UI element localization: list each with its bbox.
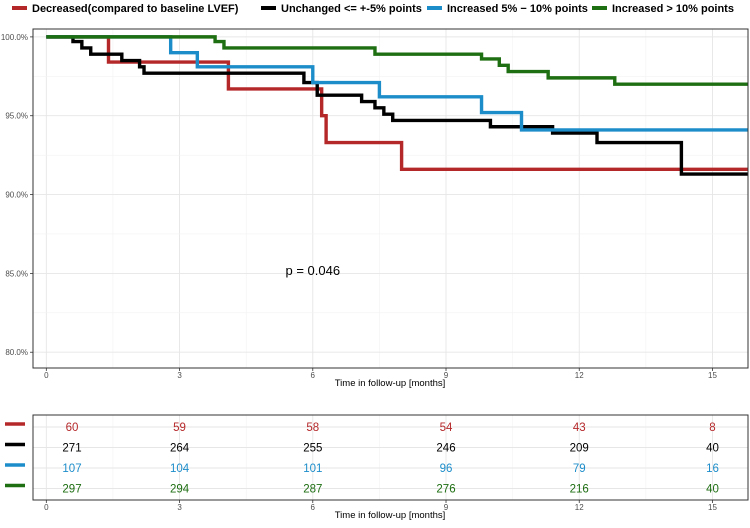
x-tick-label: 6 [311,371,316,380]
risk-cell: 297 [62,484,81,496]
main-x-axis-title: Time in follow-up [months] [335,378,446,389]
risk-cell: 209 [570,443,589,455]
risk-x-tick-label: 3 [177,503,182,512]
risk-cell: 216 [570,484,589,496]
km-curve-series-4 [46,35,748,86]
risk-cell: 16 [706,463,719,475]
km-curve-series-1 [46,35,748,172]
risk-cell: 59 [173,422,186,434]
risk-x-tick-label: 15 [708,503,717,512]
risk-cell: 54 [440,422,453,434]
risk-cell: 287 [303,484,322,496]
km-plot: 80.0% 85.0% 90.0% 95.0% 100.0% 0 3 6 9 12 15 Time… [1,28,749,389]
y-tick-label: 95.0% [5,112,28,121]
risk-x-axis: 0 3 6 9 12 15 [44,500,717,512]
x-tick-label: 12 [575,371,584,380]
risk-cell: 40 [706,443,719,455]
risk-cell: 294 [170,484,190,496]
risk-cell: 255 [303,443,322,455]
legend-label-increased-5-10: Increased 5% − 10% points [447,3,588,15]
risk-cell: 271 [62,443,81,455]
x-tick-label: 3 [177,371,182,380]
main-panel-border [32,28,749,369]
risk-panel-border [32,414,749,501]
y-tick-label: 85.0% [5,269,28,278]
km-curve-series-2 [46,35,748,176]
y-tick-label: 80.0% [5,348,28,357]
risk-x-tick-label: 6 [311,503,316,512]
risk-cell: 8 [709,422,715,434]
risk-cells: 60 59 58 54 43 8 271 264 255 246 209 40 107 104 101 96 7… [62,422,718,496]
main-y-axis: 80.0% 85.0% 90.0% 95.0% 100.0% [1,33,33,357]
risk-cell: 104 [170,463,190,475]
risk-cell: 101 [303,463,322,475]
risk-row-swatches [5,422,25,488]
risk-x-tick-label: 12 [575,503,584,512]
legend: Decreased(compared to baseline LVEF) Unc… [12,3,734,15]
risk-cell: 58 [306,422,319,434]
risk-cell: 96 [440,463,453,475]
p-value-annotation: p = 0.046 [285,263,340,278]
risk-gridlines [33,415,748,500]
main-x-axis: 0 3 6 9 12 15 [44,368,717,380]
legend-label-increased-gt-10: Increased > 10% points [612,3,734,15]
risk-cell: 40 [706,484,719,496]
risk-x-axis-title: Time in follow-up [months] [335,510,446,521]
risk-cell: 43 [573,422,586,434]
legend-label-unchanged: Unchanged <= +-5% points [281,3,422,15]
x-tick-label: 0 [44,371,49,380]
km-curve-series-3 [46,35,748,132]
risk-x-tick-label: 9 [444,503,449,512]
legend-label-decreased: Decreased(compared to baseline LVEF) [32,3,239,15]
km-curves [46,35,748,176]
risk-cell: 107 [62,463,81,475]
risk-cell: 276 [436,484,455,496]
risk-cell: 246 [436,443,455,455]
y-tick-label: 100.0% [1,33,28,42]
risk-cell: 60 [66,422,79,434]
y-tick-label: 90.0% [5,191,28,200]
risk-x-tick-label: 0 [44,503,49,512]
x-tick-label: 15 [708,371,717,380]
main-gridlines [33,29,748,368]
risk-cell: 79 [573,463,586,475]
risk-cell: 264 [170,443,190,455]
x-tick-label: 9 [444,371,449,380]
